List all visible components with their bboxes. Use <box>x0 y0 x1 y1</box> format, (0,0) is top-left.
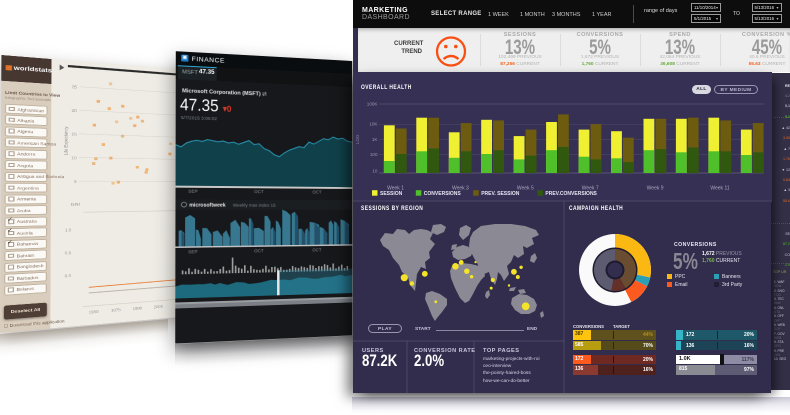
svg-text:2005: 2005 <box>154 304 164 309</box>
svg-text:Week 9: Week 9 <box>647 186 664 192</box>
svg-text:Weekly max index 15: Weekly max index 15 <box>233 203 276 209</box>
svg-text:0.5: 0.5 <box>65 251 72 255</box>
svg-text:5: 5 <box>74 180 77 185</box>
svg-text:10K: 10K <box>369 122 378 127</box>
svg-text:1975: 1975 <box>111 308 121 313</box>
svg-text:Week 5: Week 5 <box>517 186 534 192</box>
svg-text:OCT: OCT <box>312 248 321 253</box>
svg-text:Week 7: Week 7 <box>582 186 599 192</box>
svg-text:PREV. SESSION: PREV. SESSION <box>481 191 520 197</box>
svg-text:Life Expectancy: Life Expectancy <box>63 126 69 155</box>
svg-text:1960: 1960 <box>89 310 99 315</box>
svg-text:microsoftweek: microsoftweek <box>189 203 225 209</box>
svg-text:15: 15 <box>71 132 77 137</box>
svg-text:20: 20 <box>72 108 78 113</box>
svg-text:Week 11: Week 11 <box>710 186 729 192</box>
svg-text:100: 100 <box>370 152 378 157</box>
svg-text:Week 1: Week 1 <box>387 186 404 192</box>
svg-text:PREV.CONVERSIONS: PREV.CONVERSIONS <box>545 191 597 197</box>
svg-text:SEP: SEP <box>188 249 197 255</box>
svg-text:LOG: LOG <box>355 134 360 144</box>
svg-text:Week 3: Week 3 <box>452 186 469 192</box>
svg-text:25: 25 <box>72 85 78 90</box>
svg-text:GNI: GNI <box>71 202 80 207</box>
svg-text:1.0: 1.0 <box>65 228 72 232</box>
svg-text:OCT: OCT <box>312 190 321 195</box>
svg-text:SESSION: SESSION <box>380 191 403 197</box>
svg-text:OCT: OCT <box>254 249 264 255</box>
svg-text:100K: 100K <box>367 102 379 107</box>
svg-text:1990: 1990 <box>133 306 143 311</box>
svg-text:OCT: OCT <box>254 189 264 195</box>
svg-text:10: 10 <box>71 156 77 161</box>
svg-text:CONVERSIONS: CONVERSIONS <box>424 191 462 197</box>
svg-text:1K: 1K <box>372 137 379 142</box>
svg-text:10: 10 <box>372 169 378 174</box>
svg-text:SEP: SEP <box>188 189 197 195</box>
svg-text:0.0: 0.0 <box>65 274 72 279</box>
